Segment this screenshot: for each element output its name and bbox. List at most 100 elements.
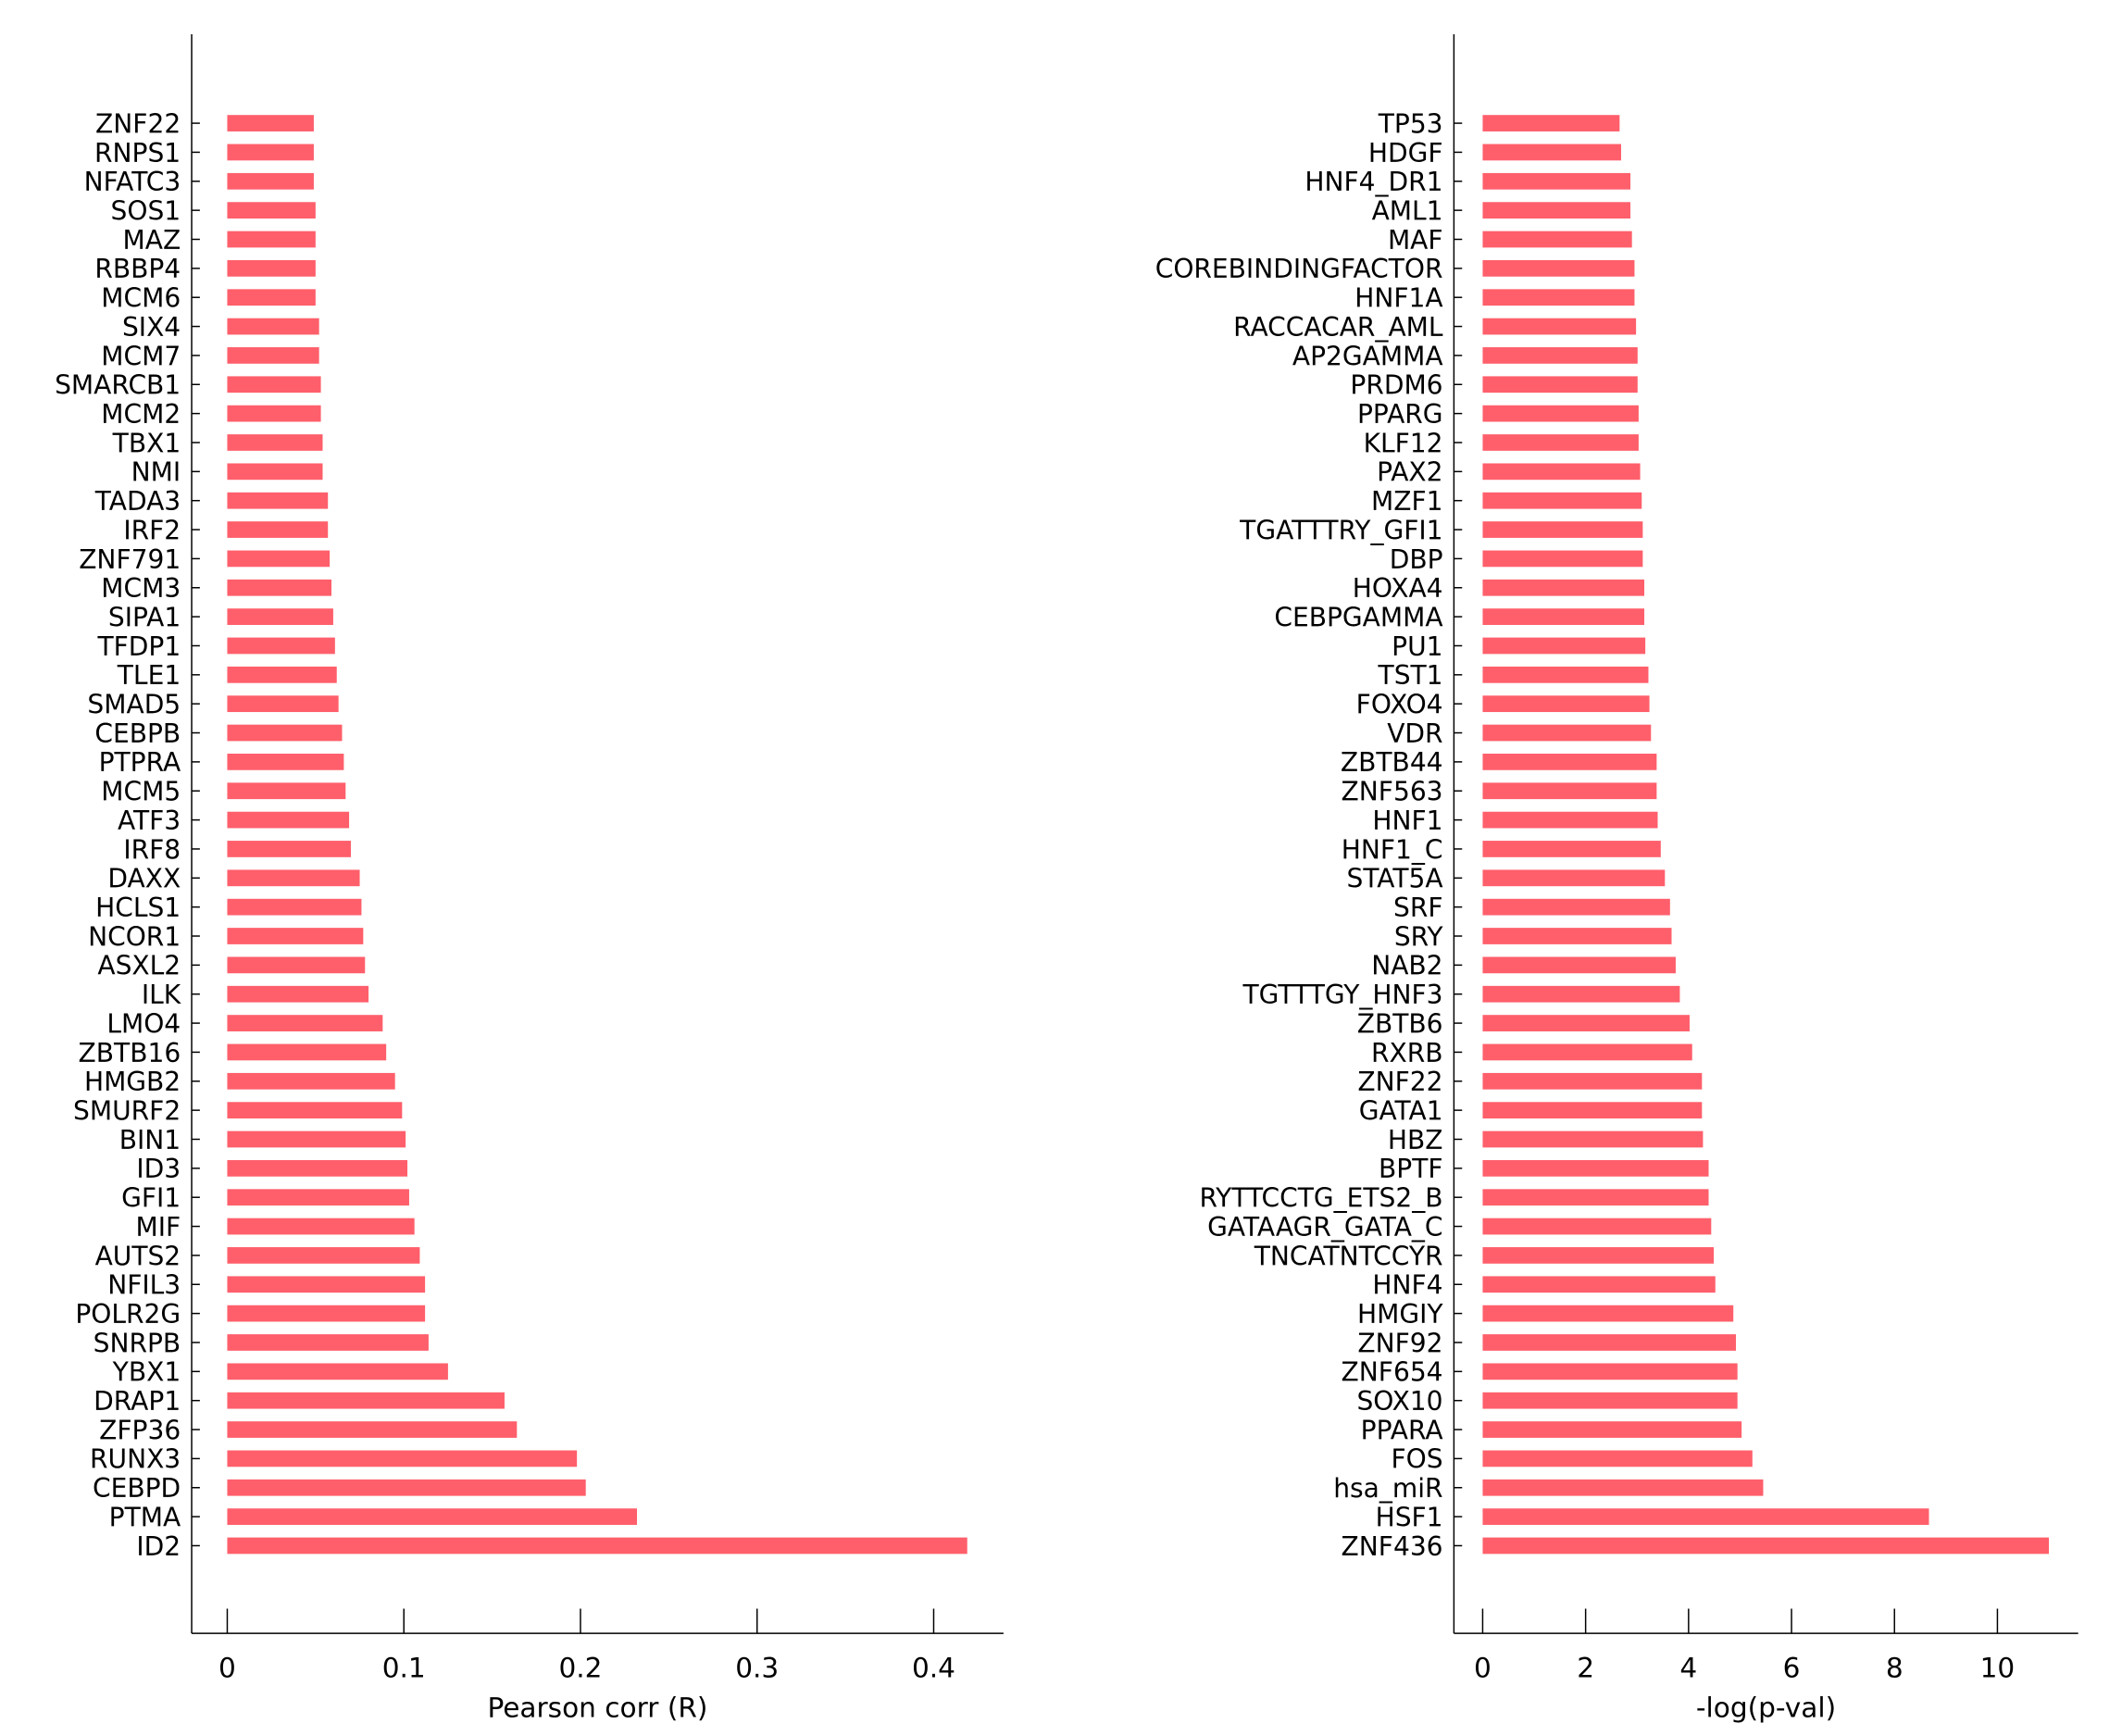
bar	[227, 231, 316, 248]
bar	[1482, 1189, 1709, 1206]
y-tick-label: MAZ	[123, 225, 181, 256]
y-tick-label: ID3	[136, 1154, 181, 1184]
bar	[1482, 637, 1646, 655]
x-axis-label: -log(p-val)	[1696, 1692, 1836, 1723]
y-tick-label: GATA1	[1359, 1095, 1443, 1126]
x-tick-label: 6	[1783, 1652, 1801, 1683]
y-tick-label: LMO4	[106, 1008, 181, 1039]
y-tick-label: NCOR1	[88, 921, 181, 952]
bar	[227, 898, 362, 916]
bar	[227, 1015, 383, 1031]
y-tick-label: SIX4	[122, 312, 181, 343]
y-tick-label: HNF4	[1372, 1270, 1442, 1301]
bar	[227, 1392, 505, 1409]
y-tick-label: GATAAGR_GATA_C	[1207, 1212, 1442, 1243]
bar	[1482, 144, 1622, 161]
bar	[1482, 289, 1635, 306]
y-tick-label: ZBTB44	[1341, 747, 1443, 778]
bar	[227, 115, 314, 131]
bar	[1482, 1072, 1703, 1090]
bar	[1482, 869, 1666, 887]
x-tick-label: 0.2	[558, 1652, 602, 1683]
bar	[1482, 695, 1650, 713]
y-tick-label: ATF3	[118, 806, 181, 836]
bar	[1482, 347, 1638, 364]
y-tick-label: VDR	[1387, 718, 1442, 749]
x-tick-label: 0	[1474, 1652, 1492, 1683]
x-tick-label: 2	[1577, 1652, 1594, 1683]
bar	[227, 782, 346, 800]
bar	[1482, 782, 1657, 800]
y-tick-label: SRY	[1394, 921, 1444, 952]
bar	[1482, 1015, 1690, 1031]
bar	[227, 1479, 586, 1496]
y-tick-label: SMARCB1	[55, 370, 181, 401]
bar	[1482, 1537, 2050, 1555]
bar	[1482, 405, 1639, 422]
y-tick-label: ID2	[136, 1531, 181, 1562]
y-tick-label: GFI1	[121, 1183, 181, 1214]
y-tick-label: MCM7	[101, 341, 181, 371]
y-tick-label: AUTS2	[95, 1241, 181, 1271]
bar	[1482, 754, 1657, 770]
y-tick-label: DAXX	[107, 864, 181, 894]
y-tick-label: PTMA	[109, 1502, 181, 1532]
y-tick-label: SRF	[1393, 893, 1442, 923]
y-tick-label: RACCACAR_AML	[1233, 312, 1443, 343]
y-tick-label: ZNF92	[1357, 1328, 1442, 1358]
bar	[227, 434, 323, 451]
y-tick-label: RXRB	[1371, 1038, 1443, 1068]
bar	[227, 666, 337, 683]
bar	[1482, 1334, 1736, 1351]
x-tick-label: 8	[1886, 1652, 1904, 1683]
y-tick-label: MIF	[136, 1212, 181, 1243]
y-tick-label: MCM2	[101, 399, 181, 430]
y-tick-label: ZBTB16	[79, 1038, 181, 1068]
y-tick-label: PAX2	[1377, 457, 1442, 488]
bar	[227, 1305, 426, 1322]
y-tick-label: ZNF563	[1342, 777, 1443, 807]
bar	[227, 1102, 403, 1119]
y-tick-label: PTPRA	[99, 747, 181, 778]
y-tick-label: ZBTB6	[1357, 1008, 1443, 1039]
bar	[1482, 928, 1672, 944]
y-tick-label: TNCATNTCCYR	[1254, 1241, 1443, 1271]
y-tick-label: CEBPB	[94, 718, 181, 749]
y-tick-label: BIN1	[119, 1125, 181, 1155]
bar	[1482, 1102, 1703, 1119]
bar	[1482, 1043, 1692, 1061]
bar	[227, 754, 344, 770]
bar	[1482, 172, 1631, 190]
bar	[227, 405, 321, 422]
bar	[1482, 463, 1641, 481]
bar	[1482, 231, 1632, 248]
bar	[227, 1247, 420, 1264]
y-tick-label: STAT5A	[1347, 864, 1443, 894]
x-tick-label: 4	[1679, 1652, 1697, 1683]
bar	[1482, 202, 1631, 219]
bar	[1482, 1305, 1734, 1322]
bar	[1482, 1392, 1738, 1409]
bar	[1482, 1159, 1709, 1177]
bar	[227, 144, 314, 161]
bar	[1482, 1508, 1929, 1525]
bar	[227, 928, 364, 944]
y-tick-label: RUNX3	[90, 1444, 181, 1475]
bar	[227, 1218, 415, 1235]
bar	[1482, 841, 1661, 857]
x-tick-label: 0.1	[382, 1652, 426, 1683]
y-tick-label: SMAD5	[87, 690, 181, 720]
bar	[1482, 318, 1637, 335]
x-tick-label: 10	[1980, 1652, 2016, 1683]
y-tick-label: HMGIY	[1357, 1299, 1443, 1330]
y-tick-label: POLR2G	[75, 1299, 181, 1330]
y-tick-label: HCLS1	[95, 893, 181, 923]
y-tick-label: ZNF22	[1357, 1067, 1442, 1097]
y-tick-label: TGTTTGY_HNF3	[1242, 980, 1442, 1010]
y-tick-label: COREBINDINGFACTOR	[1155, 254, 1443, 284]
y-tick-label: TFDP1	[96, 631, 181, 662]
x-axis-label: Pearson corr (R)	[487, 1692, 707, 1723]
y-tick-label: HBZ	[1388, 1125, 1443, 1155]
bar	[227, 347, 319, 364]
bar	[1482, 1421, 1742, 1438]
